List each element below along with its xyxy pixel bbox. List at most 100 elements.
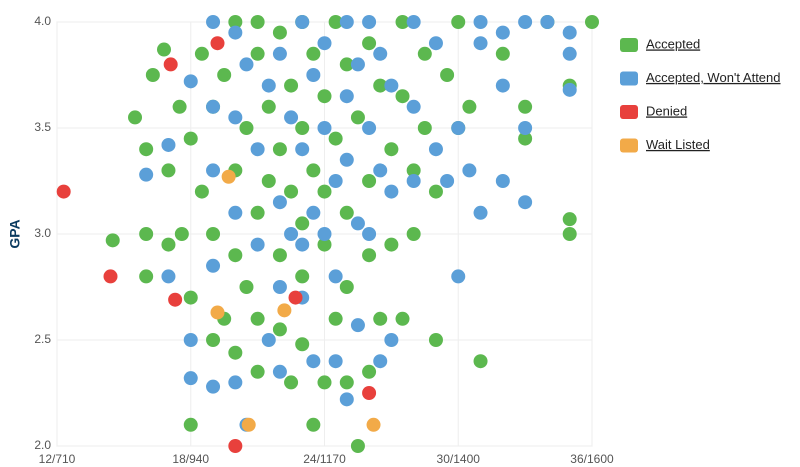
point [373, 311, 388, 326]
legend-label[interactable]: Wait Listed [646, 137, 710, 152]
point [350, 318, 365, 333]
point [373, 46, 388, 61]
point [406, 163, 421, 178]
point [384, 184, 399, 199]
point [362, 174, 377, 188]
point [395, 89, 410, 104]
point [350, 439, 365, 453]
point [317, 89, 332, 104]
y-tick-label: 2.5 [34, 332, 51, 346]
x-tick-label: 30/1400 [437, 452, 481, 466]
legend-swatch[interactable] [620, 38, 638, 52]
point [585, 15, 599, 29]
point [284, 227, 299, 241]
point [306, 68, 321, 82]
point [495, 46, 510, 61]
legend-swatch[interactable] [620, 71, 638, 86]
point [473, 205, 488, 220]
point [518, 131, 533, 146]
legend-label[interactable]: Accepted [646, 36, 700, 51]
point [103, 269, 118, 284]
legend-swatch[interactable] [620, 105, 638, 119]
point [328, 15, 343, 29]
point [339, 392, 354, 407]
point [183, 74, 198, 89]
point [339, 57, 354, 72]
point [440, 174, 455, 188]
point [339, 205, 354, 220]
legend-label[interactable]: Accepted, Won't Attend [646, 70, 781, 85]
point [562, 212, 577, 227]
point [183, 131, 198, 146]
point [228, 345, 243, 360]
point [161, 137, 176, 152]
y-tick-label: 4.0 [34, 14, 51, 28]
y-tick-label: 2.0 [34, 438, 51, 452]
legend-label[interactable]: Denied [646, 103, 687, 118]
point [406, 15, 421, 29]
point [261, 333, 276, 347]
point [284, 78, 299, 93]
point [306, 163, 321, 178]
point [168, 292, 183, 307]
point [462, 163, 477, 178]
point [183, 371, 198, 386]
point [317, 227, 332, 241]
point [250, 364, 265, 379]
legend-swatch[interactable] [620, 138, 638, 153]
point [295, 269, 310, 284]
x-tick-label: 12/710 [39, 452, 76, 466]
point [250, 205, 265, 220]
point [128, 110, 143, 125]
point [261, 78, 276, 93]
point [228, 110, 243, 125]
point [328, 269, 343, 284]
point [161, 237, 176, 252]
point [139, 269, 154, 284]
point [395, 15, 410, 29]
point [406, 99, 421, 114]
point [384, 237, 399, 252]
point [288, 290, 303, 305]
point [206, 333, 221, 347]
point [295, 337, 310, 352]
point [174, 227, 189, 241]
point [145, 68, 160, 82]
point [295, 237, 310, 252]
point [284, 184, 299, 199]
point [306, 417, 321, 432]
point [350, 57, 365, 72]
point [317, 375, 332, 390]
point [339, 15, 354, 29]
point [272, 280, 287, 294]
point [161, 269, 176, 284]
point [228, 205, 243, 220]
x-tick-label: 18/940 [172, 452, 209, 466]
point [495, 174, 510, 188]
point [272, 142, 287, 157]
point [228, 439, 243, 453]
point [295, 121, 310, 135]
point [250, 142, 265, 157]
point [428, 184, 443, 199]
point [428, 36, 443, 51]
point [272, 248, 287, 263]
point [406, 227, 421, 241]
point [157, 42, 171, 57]
point [241, 417, 256, 432]
point [228, 248, 243, 263]
point [206, 163, 221, 178]
point [206, 99, 221, 114]
point [139, 167, 154, 182]
point [328, 354, 343, 369]
point [105, 233, 120, 248]
point [239, 57, 254, 72]
point [495, 78, 510, 93]
point [362, 227, 377, 241]
point [295, 216, 310, 231]
point [384, 333, 399, 347]
point [317, 184, 332, 199]
point [228, 375, 243, 390]
point [239, 280, 254, 294]
